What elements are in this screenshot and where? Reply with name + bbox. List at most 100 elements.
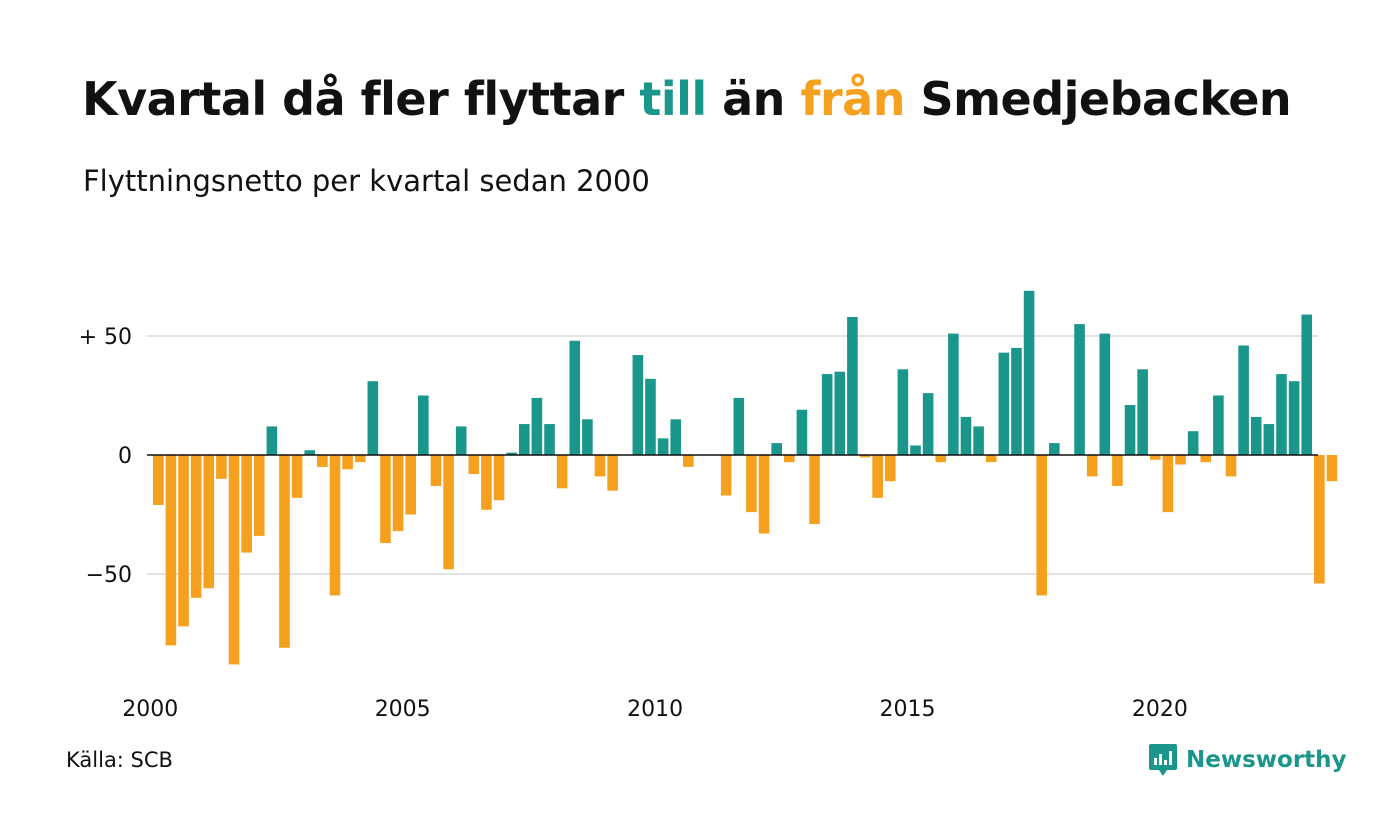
bar	[632, 355, 644, 455]
source-note: Källa: SCB	[66, 748, 173, 772]
bar	[430, 455, 442, 486]
bar	[354, 455, 366, 463]
bar	[771, 443, 782, 455]
bar	[1288, 381, 1300, 455]
bar	[1175, 455, 1186, 465]
bar	[241, 455, 252, 553]
bar	[1301, 314, 1313, 455]
bar	[657, 438, 669, 455]
bar	[859, 455, 871, 458]
bar	[594, 455, 606, 477]
bar	[556, 455, 568, 489]
bar	[493, 455, 505, 501]
x-tick-label: 2020	[1132, 697, 1188, 722]
bars	[153, 290, 1338, 665]
bar	[948, 333, 959, 455]
bar	[1238, 345, 1249, 455]
title-part-3: Smedjebacken	[904, 72, 1292, 126]
bar	[468, 455, 480, 475]
bar	[809, 455, 820, 525]
bar	[884, 455, 896, 482]
bar	[531, 397, 543, 455]
title-part-1: Kvartal då fler flyttar	[82, 72, 640, 126]
title-from-word: från	[800, 72, 905, 126]
bar	[922, 393, 934, 455]
x-tick-label: 2010	[627, 697, 683, 722]
bar	[985, 455, 997, 463]
chart-subtitle: Flyttningsnetto per kvartal sedan 2000	[83, 164, 650, 198]
y-tick-label: 0	[118, 444, 132, 469]
bar	[1099, 333, 1111, 455]
newsworthy-logo-icon	[1149, 744, 1177, 776]
bar	[960, 416, 972, 455]
y-tick-label: −50	[86, 563, 132, 588]
y-tick-label: + 50	[79, 325, 132, 350]
bar	[872, 455, 883, 498]
chart-title: Kvartal då fler flyttar till än från Sme…	[82, 72, 1292, 126]
bar	[834, 371, 846, 455]
bar	[190, 455, 202, 598]
bar	[796, 409, 808, 455]
bar	[897, 369, 909, 455]
bar	[481, 455, 492, 510]
bar	[203, 455, 215, 589]
bar	[1036, 455, 1047, 596]
bar	[645, 378, 656, 455]
bar	[178, 455, 189, 627]
bar	[910, 445, 921, 455]
x-tick-label: 2000	[122, 697, 178, 722]
bar	[1049, 443, 1060, 455]
bar	[291, 455, 303, 498]
bar	[380, 455, 391, 544]
bar	[683, 455, 694, 467]
y-axis-ticks: + 50 0 −50	[79, 325, 132, 588]
bar	[1023, 290, 1035, 455]
bar	[746, 455, 757, 513]
bar	[607, 455, 618, 491]
bar	[720, 455, 732, 496]
bar	[1213, 395, 1224, 455]
bar	[342, 455, 353, 470]
bar	[443, 455, 454, 570]
bar	[216, 455, 227, 479]
title-to-word: till	[639, 72, 707, 126]
bar	[1137, 369, 1148, 455]
bar	[1276, 374, 1287, 455]
bar	[506, 452, 517, 455]
bar	[758, 455, 770, 534]
bar	[1011, 347, 1022, 455]
bar	[1124, 405, 1136, 455]
bar	[1074, 324, 1085, 455]
x-tick-label: 2005	[375, 697, 431, 722]
bar	[1263, 424, 1275, 455]
bar	[670, 419, 682, 455]
newsworthy-logo-text: Newsworthy	[1186, 747, 1347, 773]
bar	[1086, 455, 1098, 477]
bar	[784, 455, 795, 463]
bar	[418, 395, 429, 455]
bar	[847, 316, 858, 455]
bar	[1314, 455, 1325, 584]
bar	[733, 397, 745, 455]
bar	[304, 450, 316, 455]
bar	[1200, 455, 1212, 463]
bar	[544, 424, 555, 455]
bar	[1326, 455, 1338, 482]
bar	[329, 455, 341, 596]
bar	[569, 340, 581, 455]
bar	[998, 352, 1010, 455]
title-part-2: än	[706, 72, 801, 126]
bar	[165, 455, 177, 646]
bar	[253, 455, 265, 536]
bar	[973, 426, 984, 455]
bar	[266, 426, 278, 455]
bar	[582, 419, 593, 455]
bar	[1250, 416, 1262, 455]
bar	[1162, 455, 1174, 513]
grid-lines	[147, 335, 1318, 575]
bar	[455, 426, 467, 455]
bar	[367, 381, 379, 455]
bar	[279, 455, 290, 648]
bar	[1149, 455, 1161, 460]
